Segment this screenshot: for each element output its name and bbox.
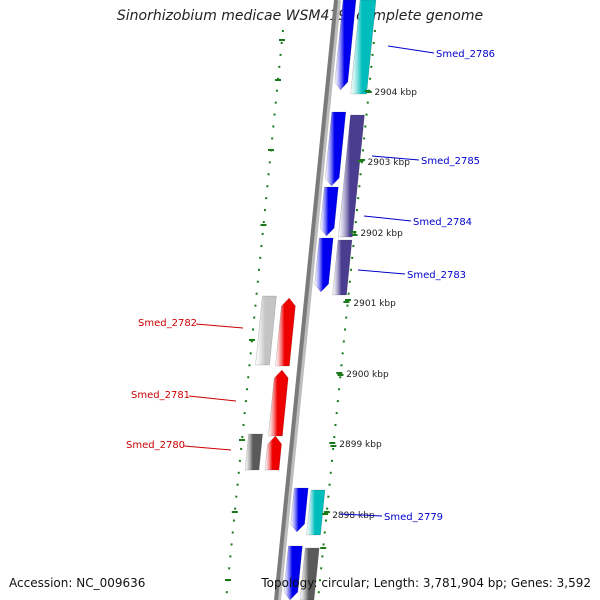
gene-smed-2780-cds bbox=[244, 433, 263, 471]
gene-label-forward: Smed_2785 bbox=[421, 156, 480, 167]
gene-smed-2782-cds bbox=[255, 295, 277, 366]
scale-label: 2902 kbp bbox=[360, 229, 403, 239]
gene-next-cds bbox=[299, 547, 320, 600]
gene-label-reverse: Smed_2782 bbox=[138, 318, 197, 329]
label-leader bbox=[363, 215, 412, 222]
label-leader bbox=[188, 395, 237, 402]
label-leader bbox=[183, 445, 232, 451]
label-leader bbox=[195, 323, 244, 329]
scale-label: 2904 kbp bbox=[375, 88, 418, 98]
gene-next-bar bbox=[283, 545, 303, 600]
gene-smed-2785-cds bbox=[338, 114, 365, 238]
gene-smed-2780-bar bbox=[264, 435, 282, 471]
gene-smed-2785-bar bbox=[324, 111, 347, 187]
scale-label: 2903 kbp bbox=[368, 158, 411, 168]
gene-label-forward: Smed_2783 bbox=[407, 270, 466, 281]
scale-label: 2900 kbp bbox=[346, 370, 389, 380]
scale-label: 2899 kbp bbox=[339, 440, 382, 450]
gene-smed-2786-cds bbox=[350, 0, 377, 95]
gene-smed-2779-cds bbox=[306, 489, 326, 536]
gene-smed-2782-bar bbox=[275, 297, 296, 367]
gene-smed-2783-cds bbox=[332, 239, 353, 296]
topology-label: Topology: circular; Length: 3,781,904 bp… bbox=[261, 576, 591, 590]
label-leader bbox=[371, 155, 420, 161]
gene-label-reverse: Smed_2780 bbox=[126, 440, 185, 451]
gene-label-forward: Smed_2779 bbox=[384, 512, 443, 523]
gene-label-forward: Smed_2786 bbox=[436, 49, 495, 60]
scale-label: 2898 kbp bbox=[332, 511, 375, 521]
label-leader bbox=[387, 45, 435, 54]
backbone-line bbox=[274, 0, 338, 600]
map-title: Sinorhizobium medicae WSM419, complete g… bbox=[116, 8, 484, 24]
accession-label: Accession: NC_009636 bbox=[9, 576, 146, 590]
label-leader bbox=[339, 513, 383, 517]
scale-label: 2901 kbp bbox=[353, 299, 396, 309]
label-leader bbox=[357, 269, 406, 275]
gene-smed-2784-bar bbox=[319, 186, 339, 237]
gene-smed-2786-bar bbox=[334, 0, 357, 91]
gene-label-forward: Smed_2784 bbox=[413, 217, 472, 228]
gene-smed-2783-bar bbox=[314, 237, 334, 293]
gene-label-reverse: Smed_2781 bbox=[131, 390, 190, 401]
gene-smed-2779-bar bbox=[290, 487, 309, 533]
gene-smed-2781-bar bbox=[268, 369, 289, 437]
